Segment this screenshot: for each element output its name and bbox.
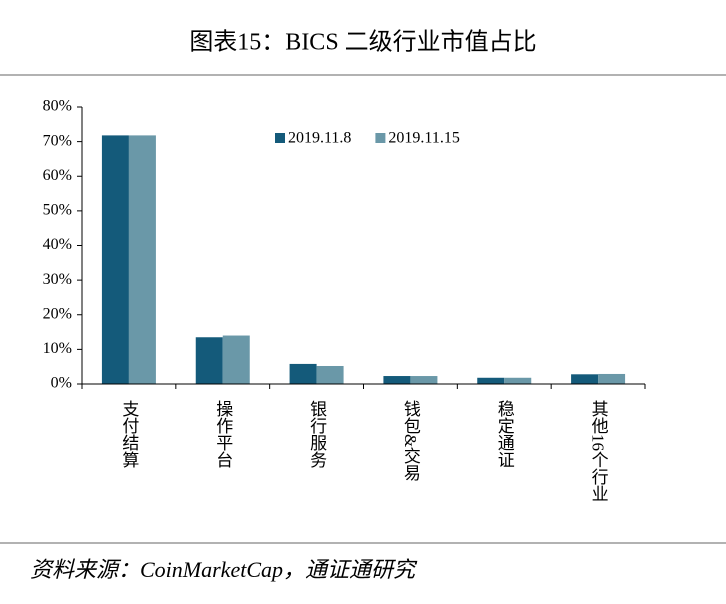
bar [504, 377, 532, 384]
legend-swatch [275, 133, 285, 143]
chart-title: 图表15：BICS 二级行业市值占比 [189, 29, 536, 56]
y-tick-label: 30% [43, 271, 72, 288]
legend-label: 2019.11.15 [388, 130, 459, 147]
y-tick-label: 80% [43, 98, 72, 115]
bar [289, 363, 317, 384]
x-tick-label: 操作平台 [213, 400, 233, 468]
legend-label: 2019.11.8 [288, 130, 351, 147]
x-tick-label: 其他16个行业 [589, 400, 609, 502]
bar [222, 335, 250, 384]
bar [410, 376, 438, 384]
bar [128, 135, 156, 384]
bar [101, 135, 129, 384]
x-tick-label: 钱包&交易 [401, 400, 421, 482]
y-tick-label: 70% [43, 132, 72, 149]
x-tick-label: 支付结算 [119, 400, 139, 468]
bar [383, 376, 411, 384]
x-tick-label: 银行服务 [307, 400, 327, 468]
bar [316, 365, 344, 384]
y-tick-label: 50% [43, 202, 72, 219]
bar [571, 374, 599, 384]
x-tick-label: 稳定通证 [495, 400, 515, 468]
y-tick-label: 20% [43, 305, 72, 322]
legend-swatch [375, 133, 386, 143]
bar [598, 373, 626, 384]
y-tick-label: 10% [43, 340, 72, 357]
bar [477, 377, 505, 384]
y-tick-label: 0% [51, 375, 72, 392]
y-tick-label: 60% [43, 167, 72, 184]
source-note: 资料来源：CoinMarketCap，通证通研究 [30, 557, 418, 582]
bar [195, 337, 223, 384]
y-tick-label: 40% [43, 236, 72, 253]
